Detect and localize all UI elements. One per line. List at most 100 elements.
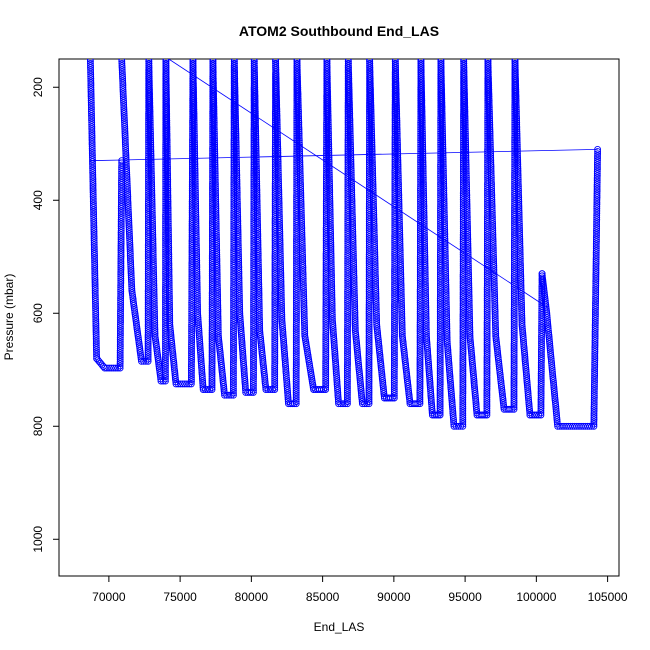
data-point bbox=[295, 139, 303, 146]
data-point bbox=[179, 380, 187, 388]
data-point bbox=[327, 260, 335, 268]
data-point bbox=[297, 202, 305, 210]
data-point bbox=[380, 388, 388, 395]
data-point bbox=[272, 83, 280, 91]
data-point bbox=[93, 348, 100, 356]
data-point bbox=[348, 180, 355, 188]
data-point bbox=[127, 256, 134, 264]
data-point bbox=[272, 73, 280, 80]
data-point bbox=[296, 169, 304, 177]
data-point bbox=[252, 125, 260, 133]
data-point bbox=[123, 177, 131, 185]
data-point bbox=[191, 149, 199, 157]
data-point bbox=[350, 291, 358, 299]
data-point bbox=[91, 267, 99, 275]
data-point bbox=[392, 97, 400, 105]
data-point bbox=[120, 99, 128, 107]
data-point bbox=[91, 265, 99, 273]
data-point bbox=[275, 210, 283, 218]
data-point bbox=[190, 112, 198, 120]
data-point bbox=[87, 88, 95, 96]
data-point bbox=[371, 244, 379, 252]
data-point bbox=[322, 311, 330, 319]
data-point bbox=[162, 92, 170, 100]
data-point bbox=[271, 383, 279, 391]
data-point bbox=[394, 150, 402, 157]
data-point bbox=[299, 273, 307, 280]
data-point bbox=[394, 147, 402, 155]
data-point bbox=[390, 374, 398, 382]
data-point bbox=[368, 125, 375, 133]
data-point bbox=[90, 234, 98, 242]
data-point bbox=[211, 172, 219, 179]
data-point bbox=[368, 156, 376, 164]
data-point bbox=[277, 293, 285, 301]
data-point bbox=[345, 68, 353, 76]
data-point bbox=[219, 374, 227, 382]
data-point bbox=[230, 330, 237, 338]
data-point bbox=[146, 117, 154, 124]
data-point bbox=[326, 180, 333, 187]
data-point bbox=[125, 215, 133, 222]
data-point bbox=[190, 92, 198, 100]
data-point bbox=[124, 193, 132, 201]
data-point bbox=[209, 59, 217, 63]
data-point bbox=[274, 160, 282, 168]
data-point bbox=[195, 333, 203, 341]
data-point bbox=[292, 308, 300, 315]
data-point bbox=[210, 101, 218, 109]
data-point bbox=[253, 171, 261, 179]
data-point bbox=[366, 70, 374, 78]
data-point bbox=[279, 330, 287, 338]
data-point bbox=[148, 196, 156, 204]
data-point bbox=[219, 372, 227, 380]
data-point bbox=[117, 286, 125, 293]
data-point bbox=[217, 359, 225, 367]
data-point bbox=[391, 221, 399, 229]
data-point bbox=[208, 276, 216, 284]
data-point bbox=[281, 350, 289, 358]
data-point bbox=[370, 211, 378, 219]
data-point bbox=[292, 312, 300, 320]
data-point bbox=[148, 204, 156, 212]
data-point bbox=[294, 90, 302, 98]
data-point bbox=[250, 371, 257, 379]
data-point bbox=[372, 279, 380, 287]
data-point bbox=[117, 288, 125, 296]
data-point bbox=[162, 88, 170, 96]
data-point bbox=[144, 351, 152, 359]
data-point bbox=[125, 210, 132, 218]
data-point bbox=[195, 322, 203, 330]
data-point bbox=[92, 304, 100, 312]
data-point bbox=[326, 219, 334, 227]
data-point bbox=[271, 340, 279, 348]
data-point bbox=[327, 225, 334, 233]
data-point bbox=[145, 59, 153, 65]
data-point bbox=[345, 70, 353, 78]
data-point bbox=[149, 253, 157, 261]
data-point bbox=[271, 136, 279, 144]
data-point bbox=[372, 307, 380, 315]
data-point bbox=[352, 337, 360, 345]
data-point bbox=[391, 285, 399, 293]
data-point bbox=[87, 64, 94, 72]
data-point bbox=[391, 298, 399, 306]
data-point bbox=[283, 378, 291, 386]
data-point bbox=[347, 162, 355, 170]
data-point bbox=[254, 221, 262, 229]
data-point bbox=[251, 75, 259, 83]
data-point bbox=[252, 156, 260, 164]
data-point bbox=[233, 182, 241, 190]
data-point bbox=[365, 308, 373, 315]
data-point bbox=[196, 340, 204, 348]
data-point bbox=[121, 134, 129, 142]
data-point bbox=[208, 289, 216, 297]
data-point bbox=[251, 81, 259, 89]
data-point bbox=[392, 90, 400, 98]
data-point bbox=[166, 310, 174, 318]
data-point bbox=[149, 242, 157, 250]
data-point bbox=[275, 175, 282, 183]
data-point bbox=[234, 246, 242, 254]
data-point bbox=[91, 252, 98, 260]
data-point bbox=[210, 106, 218, 113]
